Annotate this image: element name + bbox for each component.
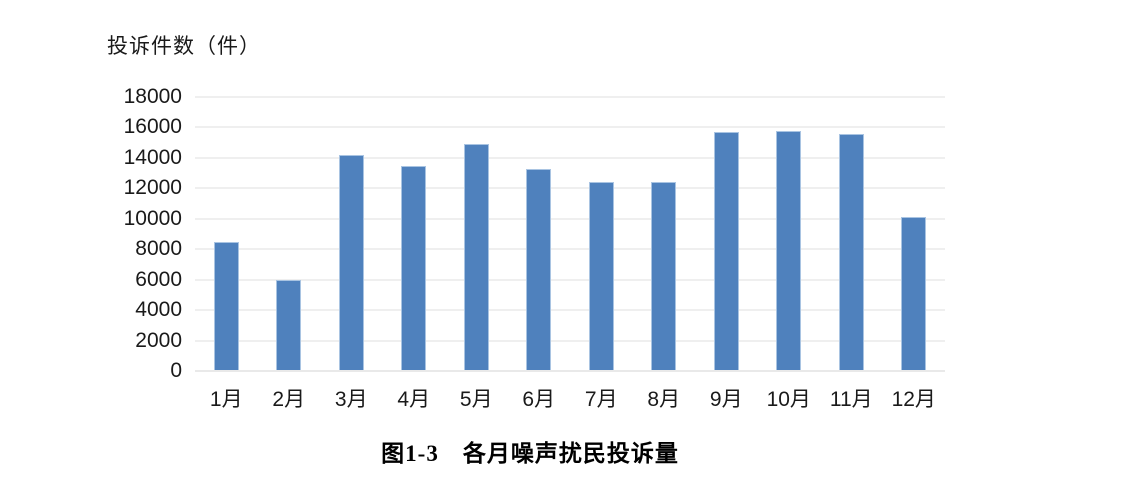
x-tick-label: 5月 bbox=[459, 388, 493, 411]
bar-8月 bbox=[651, 182, 677, 371]
bar-12月 bbox=[901, 217, 927, 371]
bar-7月 bbox=[588, 182, 614, 371]
y-tick-label: 18000 bbox=[123, 85, 182, 108]
gridline bbox=[195, 309, 945, 312]
gridline bbox=[195, 187, 945, 190]
x-tick-label: 7月 bbox=[584, 388, 618, 411]
x-axis-line bbox=[195, 370, 945, 372]
y-tick-label: 6000 bbox=[135, 267, 182, 291]
x-tick-label: 12月 bbox=[891, 388, 936, 411]
gridline bbox=[195, 126, 945, 129]
y-tick-label: 10000 bbox=[123, 206, 182, 230]
x-tick-label: 4月 bbox=[397, 388, 431, 411]
bar-10月 bbox=[776, 131, 802, 371]
x-tick-label: 9月 bbox=[709, 388, 743, 411]
y-tick-label: 16000 bbox=[123, 115, 182, 139]
y-tick-label: 2000 bbox=[135, 328, 182, 352]
bar-6月 bbox=[526, 168, 552, 371]
bar-9月 bbox=[713, 132, 739, 371]
plot-area bbox=[195, 96, 945, 372]
x-tick-label: 11月 bbox=[829, 388, 873, 411]
gridline bbox=[195, 248, 945, 251]
bar-11月 bbox=[838, 134, 864, 371]
y-tick-label: 8000 bbox=[135, 237, 182, 261]
bar-4月 bbox=[401, 165, 427, 371]
y-tick-label: 4000 bbox=[135, 298, 182, 322]
y-axis-title: 投诉件数（件） bbox=[107, 35, 261, 58]
bar-5月 bbox=[463, 144, 489, 371]
gridline bbox=[195, 217, 945, 220]
figure-caption: 图1-3 各月噪声扰民投诉量 bbox=[381, 441, 679, 466]
gridline bbox=[195, 278, 945, 281]
bar-1月 bbox=[213, 241, 239, 371]
y-tick-label: 12000 bbox=[123, 176, 182, 200]
x-tick-label: 3月 bbox=[334, 388, 368, 411]
y-tick-label: 0 bbox=[170, 359, 182, 382]
x-tick-label: 2月 bbox=[272, 388, 306, 411]
bar-2月 bbox=[276, 279, 302, 371]
bar-3月 bbox=[338, 154, 364, 371]
gridline bbox=[195, 96, 945, 98]
gridline bbox=[195, 156, 945, 159]
y-tick-label: 14000 bbox=[123, 145, 182, 169]
x-tick-label: 6月 bbox=[522, 388, 556, 411]
x-tick-label: 10月 bbox=[766, 388, 811, 411]
x-tick-label: 8月 bbox=[647, 388, 681, 411]
x-tick-label: 1月 bbox=[209, 388, 243, 411]
gridline bbox=[195, 339, 945, 342]
